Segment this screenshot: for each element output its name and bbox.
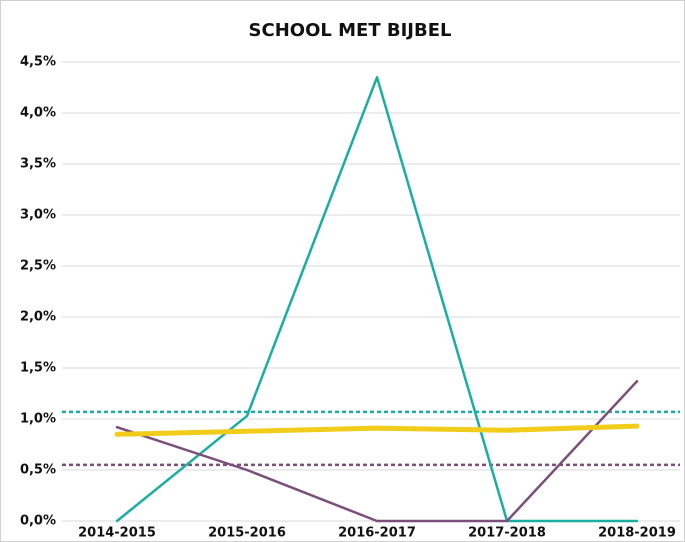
chart-title: SCHOOL MET BIJBEL	[249, 20, 452, 41]
series-line	[115, 76, 639, 523]
y-tick-label: 4,5%	[20, 55, 56, 70]
y-tick-label: 0,5%	[20, 463, 56, 478]
y-tick-label: 2,5%	[20, 259, 56, 274]
x-tick-label: 2016-2017	[338, 526, 416, 541]
y-tick-label: 0,0%	[20, 514, 56, 529]
x-tick-label: 2018-2019	[598, 526, 676, 541]
series-line	[114, 423, 640, 437]
x-tick-label: 2017-2018	[468, 526, 546, 541]
y-tick-label: 1,5%	[20, 361, 56, 376]
y-tick-label: 2,0%	[20, 310, 56, 325]
x-tick-label: 2014-2015	[78, 526, 156, 541]
x-tick-label: 2015-2016	[208, 526, 286, 541]
y-tick-label: 3,0%	[20, 208, 56, 223]
series-line	[115, 380, 639, 523]
y-tick-label: 3,5%	[20, 157, 56, 172]
y-tick-label: 1,0%	[20, 412, 56, 427]
y-tick-label: 4,0%	[20, 106, 56, 121]
